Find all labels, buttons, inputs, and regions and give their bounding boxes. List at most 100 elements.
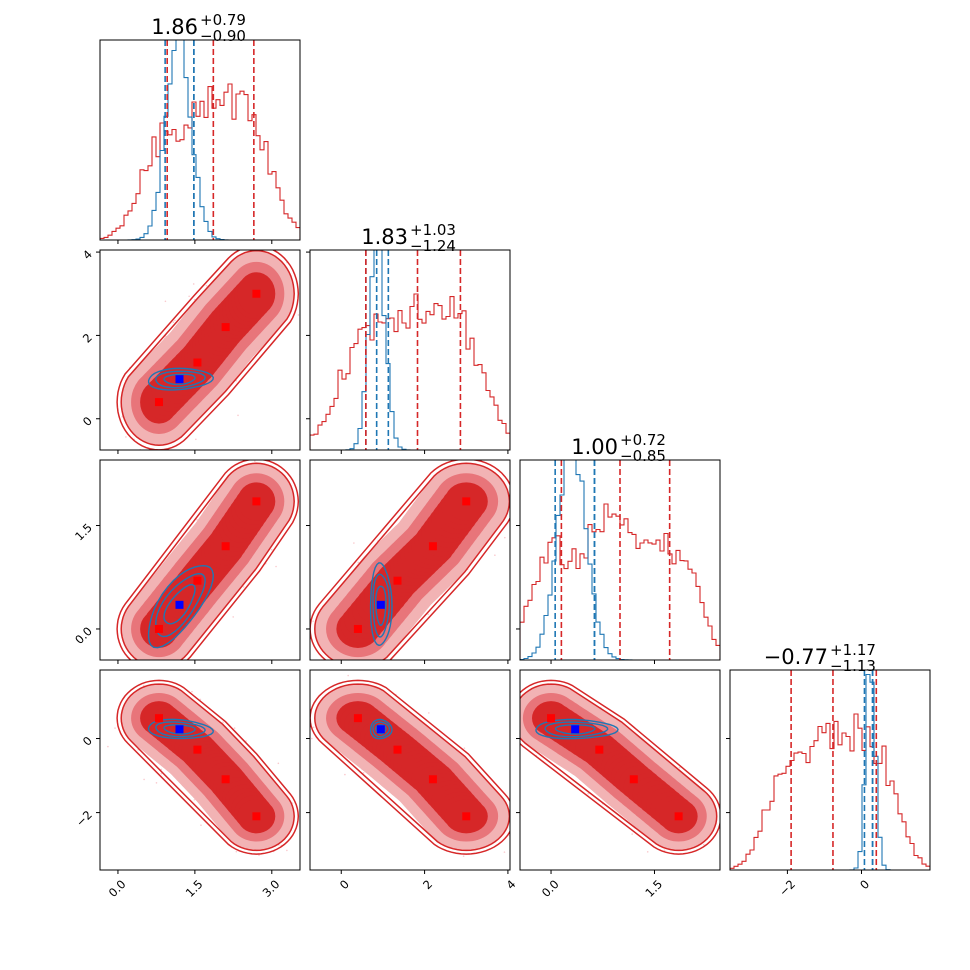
scatter-point xyxy=(160,768,163,771)
red-marker xyxy=(393,745,402,754)
scatter-point xyxy=(222,721,224,724)
scatter-point xyxy=(164,300,167,303)
title-value: 1.83 xyxy=(361,225,408,249)
scatter-point xyxy=(107,745,109,748)
red-contour-line xyxy=(116,250,300,450)
red-marker xyxy=(221,323,230,332)
blue-histogram xyxy=(730,673,930,870)
scatter-point xyxy=(304,691,306,693)
x-tick-label: −2 xyxy=(776,877,798,899)
scatter-point xyxy=(242,586,245,588)
blue-marker xyxy=(175,725,184,734)
red-marker xyxy=(674,812,683,821)
diag-frame xyxy=(519,459,721,661)
scatter-point xyxy=(237,414,239,417)
scatter-point xyxy=(663,849,666,851)
blue-contour-line xyxy=(372,721,390,738)
panel-3-1 xyxy=(304,669,511,871)
diag-panel-1: 1.83 +1.03−1.24 xyxy=(309,221,511,451)
title-plus: +0.79 xyxy=(200,11,246,29)
red-marker xyxy=(252,497,261,506)
scatter-point xyxy=(233,727,236,729)
y-tick-label: 4 xyxy=(80,247,95,262)
blue-contour-line xyxy=(163,373,196,386)
scatter-point xyxy=(489,683,491,685)
scatter-point xyxy=(125,436,127,438)
x-tick-label: 3.0 xyxy=(260,877,283,900)
red-marker xyxy=(154,398,163,407)
scatter-point xyxy=(511,719,513,721)
blue-contour-line xyxy=(554,724,596,735)
scatter-point xyxy=(195,438,197,441)
title-value: −0.77 xyxy=(764,645,828,669)
scatter-point xyxy=(513,739,515,741)
x-tick-label: 0 xyxy=(337,877,352,892)
red-histogram xyxy=(100,83,300,240)
diag-content xyxy=(310,250,510,450)
scatter-point xyxy=(136,451,138,453)
red-marker xyxy=(462,812,471,821)
red-marker xyxy=(221,775,230,784)
scatter-point xyxy=(324,663,326,665)
title-plus: +1.17 xyxy=(830,641,876,659)
red-marker xyxy=(393,576,402,585)
diag-content xyxy=(520,460,720,660)
red-contour-line xyxy=(520,683,718,852)
diag-title-0: 1.86 +0.79−0.90 xyxy=(151,11,246,45)
diag-frame xyxy=(99,39,301,241)
scatter-point xyxy=(463,747,466,749)
red-marker xyxy=(629,775,638,784)
blue-marker xyxy=(571,725,580,734)
red-contour-line xyxy=(520,679,720,855)
scatter-point xyxy=(286,849,288,852)
red-marker xyxy=(353,714,362,723)
blue-marker xyxy=(175,375,184,384)
panel-2-1 xyxy=(309,459,511,665)
scatter-point xyxy=(347,674,349,677)
scatter-point xyxy=(235,850,238,853)
blue-marker xyxy=(175,600,184,609)
x-tick-label: 2 xyxy=(420,877,435,892)
panel-content xyxy=(116,460,300,660)
scatter-point xyxy=(722,837,724,839)
scatter-point xyxy=(192,283,195,285)
red-contour-line xyxy=(120,683,295,852)
blue-contour-line xyxy=(155,370,206,389)
scatter-point xyxy=(200,824,202,827)
scatter-point xyxy=(494,554,496,557)
x-tick-label: 0 xyxy=(857,877,872,892)
red-marker xyxy=(428,775,437,784)
red-marker xyxy=(193,358,202,367)
scatter-point xyxy=(254,460,256,462)
x-tick-label: 0.0 xyxy=(539,877,562,900)
red-contour-line xyxy=(120,250,295,446)
blue-contour-line xyxy=(147,718,215,740)
x-tick-label: 4 xyxy=(503,877,518,892)
scatter-point xyxy=(362,771,365,774)
red-contour-line xyxy=(116,460,300,660)
scatter-point xyxy=(427,613,429,616)
panel-content xyxy=(489,679,724,855)
y-tick-label: 2 xyxy=(80,330,95,345)
x-tick-label: 0.0 xyxy=(106,877,129,900)
panel-frame xyxy=(99,249,301,451)
red-histogram xyxy=(730,713,930,870)
red-contour-line xyxy=(314,683,510,852)
scatter-point xyxy=(428,712,430,714)
scatter-point xyxy=(631,833,633,835)
title-minus: −0.85 xyxy=(620,447,666,465)
panels-layer: 1.86 +0.79−0.90 1.83 +1.03−1.24 1.00 +0.72−0.… xyxy=(72,11,931,900)
scatter-point xyxy=(277,762,280,765)
diag-title-2: 1.00 +0.72−0.85 xyxy=(571,431,666,465)
blue-marker xyxy=(376,600,385,609)
panel-3-0 xyxy=(99,669,301,871)
diag-content xyxy=(100,40,300,240)
red-marker xyxy=(252,289,261,298)
scatter-point xyxy=(196,518,198,521)
title-value: 1.00 xyxy=(571,435,618,459)
scatter-point xyxy=(121,416,124,418)
red-marker xyxy=(154,714,163,723)
scatter-point xyxy=(503,851,506,853)
y-tick-label: 1.5 xyxy=(72,521,95,544)
